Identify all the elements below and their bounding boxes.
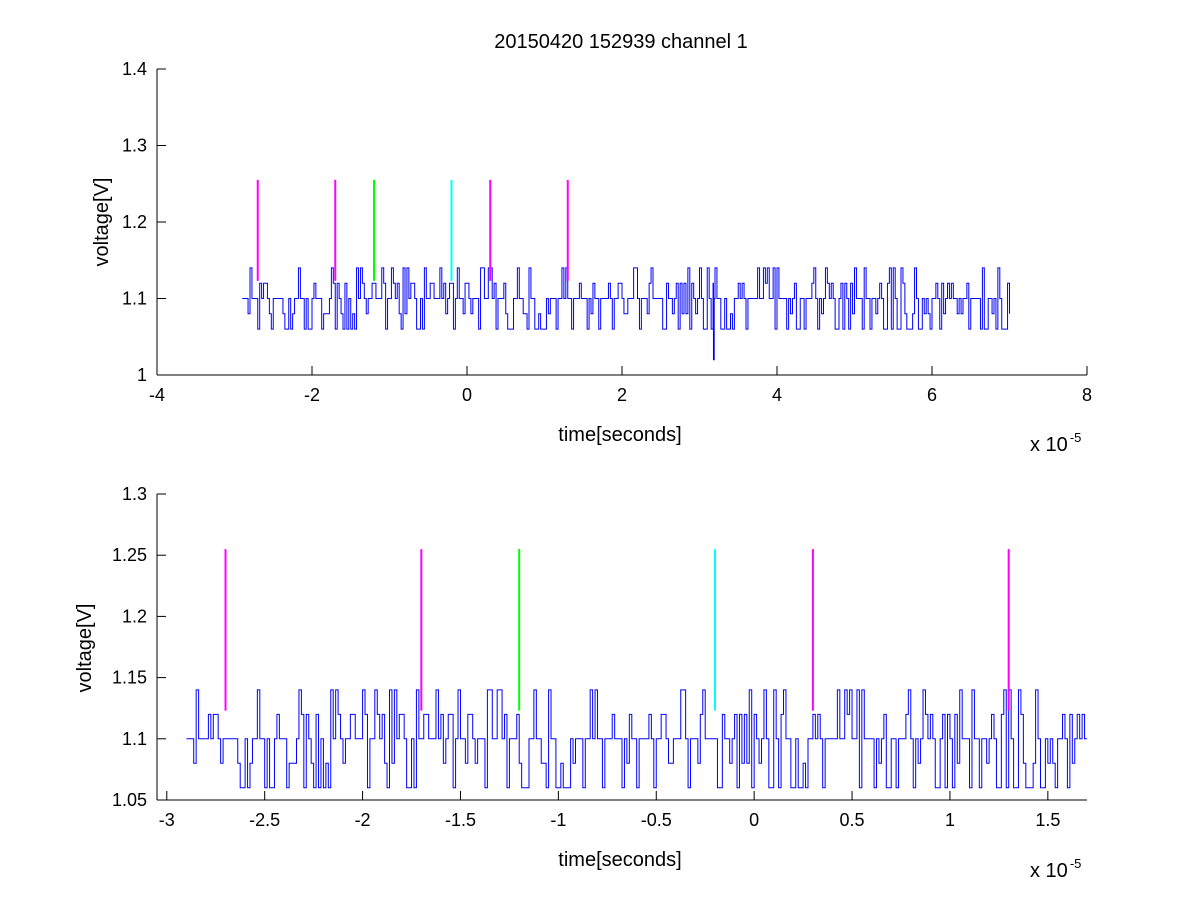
top-x-multiplier: x 10 -5: [1030, 430, 1081, 456]
top-plot: -4 -2 0 2 4 6 8 1 1.1 1.2 1.3 1.4 time[seconds] vol…: [91, 59, 1092, 456]
top-x-multiplier-base: x 10: [1030, 434, 1068, 456]
y-tick-label: 1.2: [122, 606, 147, 626]
x-tick-label: 8: [1082, 385, 1092, 405]
top-x-multiplier-exponent: -5: [1070, 430, 1082, 445]
x-tick-label: 1: [945, 810, 955, 830]
x-tick-label: 2: [617, 385, 627, 405]
voltage-signal-line: [186, 689, 1087, 789]
x-tick-label: -2: [355, 810, 371, 830]
top-signal-series: [242, 267, 1010, 361]
y-tick-label: 1.4: [122, 59, 147, 79]
x-tick-label: -2: [304, 385, 320, 405]
x-tick-label: 1.5: [1035, 810, 1060, 830]
x-tick-label: -4: [149, 385, 165, 405]
y-tick-label: 1.3: [122, 484, 147, 504]
x-tick-label: -3: [159, 810, 175, 830]
y-tick-label: 1.25: [112, 545, 147, 565]
top-markers: [256, 179, 569, 281]
x-tick-label: 6: [927, 385, 937, 405]
bottom-signal-series: [186, 689, 1087, 789]
chart-title: 20150420 152939 channel 1: [494, 31, 748, 53]
y-tick-label: 1: [137, 365, 147, 385]
bottom-markers: [224, 549, 1010, 711]
x-tick-label: 0: [462, 385, 472, 405]
bottom-x-multiplier-base: x 10: [1030, 860, 1068, 882]
top-x-axis-label: time[seconds]: [558, 424, 681, 446]
y-tick-label: 1.2: [122, 212, 147, 232]
y-tick-label: 1.15: [112, 668, 147, 688]
y-tick-label: 1.05: [112, 790, 147, 810]
y-tick-label: 1.3: [122, 136, 147, 156]
x-tick-label: -1: [550, 810, 566, 830]
x-tick-label: -0.5: [641, 810, 672, 830]
y-tick-label: 1.1: [122, 729, 147, 749]
bottom-x-multiplier: x 10 -5: [1030, 856, 1081, 882]
bottom-axes: -3 -2.5 -2 -1.5 -1 -0.5 0 0.5 1 1.5 1.05 1.1 1.15 1.2…: [112, 484, 1087, 830]
top-y-axis-label: voltage[V]: [91, 178, 113, 267]
bottom-y-axis-label: voltage[V]: [74, 604, 96, 693]
x-tick-label: 4: [772, 385, 782, 405]
bottom-x-axis-label: time[seconds]: [558, 849, 681, 871]
bottom-x-multiplier-exponent: -5: [1070, 856, 1082, 871]
x-tick-label: 0.5: [840, 810, 865, 830]
top-axes: -4 -2 0 2 4 6 8 1 1.1 1.2 1.3 1.4: [122, 59, 1092, 405]
x-tick-label: -2.5: [249, 810, 280, 830]
voltage-signal-line: [242, 267, 1010, 361]
x-tick-label: -1.5: [445, 810, 476, 830]
x-tick-label: 0: [749, 810, 759, 830]
bottom-plot: -3 -2.5 -2 -1.5 -1 -0.5 0 0.5 1 1.5 1.05 1.1 1.15 1.2…: [74, 484, 1087, 882]
y-tick-label: 1.1: [122, 289, 147, 309]
